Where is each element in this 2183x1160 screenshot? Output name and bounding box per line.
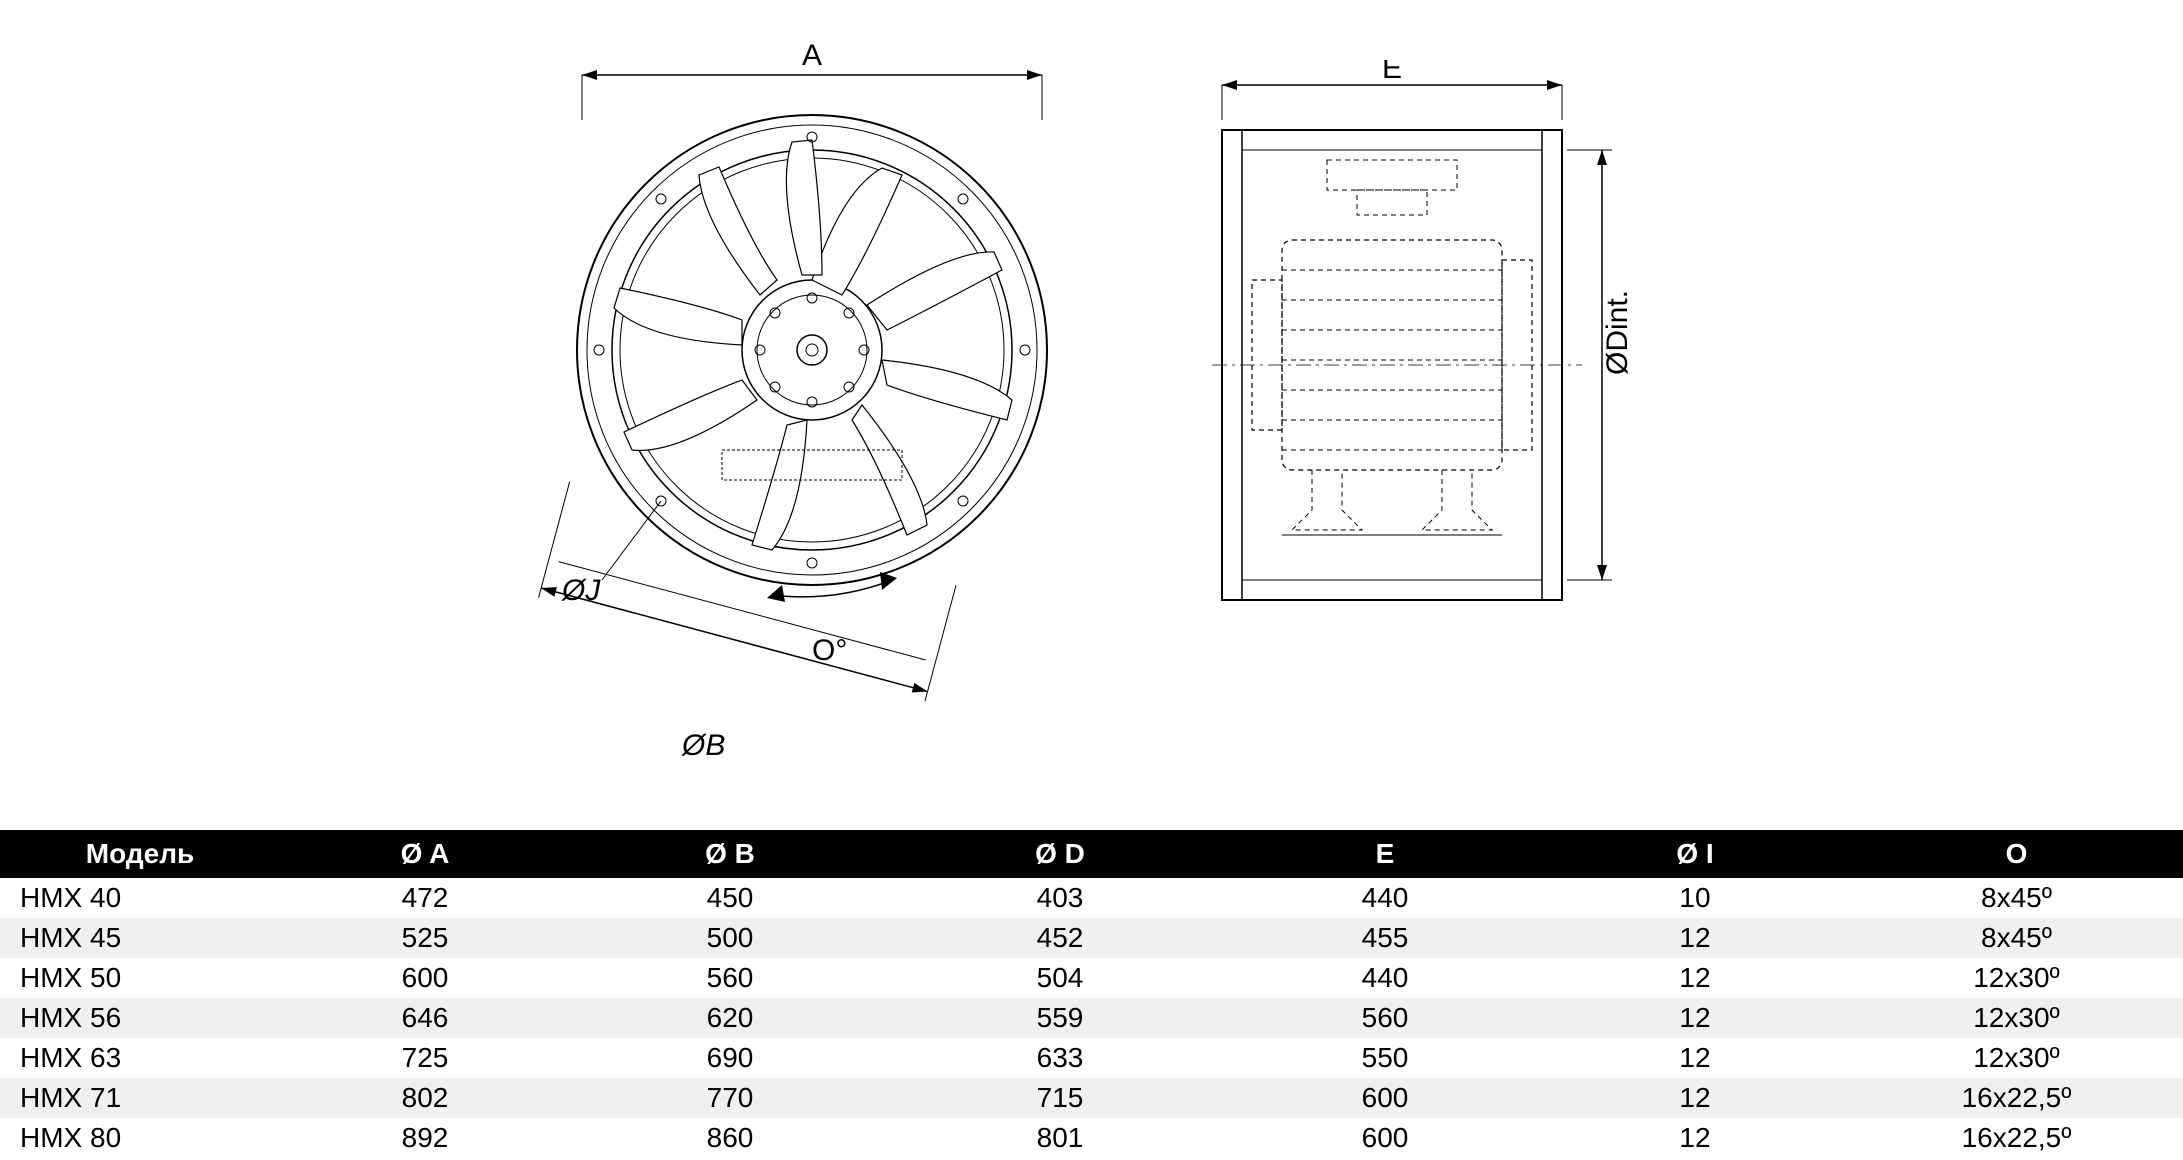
cell-i: 12 bbox=[1540, 958, 1850, 998]
cell-b: 770 bbox=[570, 1078, 890, 1118]
cell-i: 12 bbox=[1540, 1078, 1850, 1118]
cell-o: 12x30º bbox=[1850, 958, 2183, 998]
cell-o: 16x22,5º bbox=[1850, 1118, 2183, 1158]
dimensions-table: Модель Ø A Ø B Ø D E Ø I O HMX 40 472 45… bbox=[0, 830, 2183, 1158]
cell-model: HMX 50 bbox=[0, 958, 280, 998]
dim-label-phi-b: ØB bbox=[681, 729, 725, 762]
dim-label-phi-d: ØDint. bbox=[1601, 290, 1634, 375]
col-header-model: Модель bbox=[0, 830, 280, 878]
cell-e: 600 bbox=[1230, 1118, 1540, 1158]
cell-d: 452 bbox=[890, 918, 1230, 958]
front-view-svg: A bbox=[502, 20, 1122, 800]
cell-i: 12 bbox=[1540, 918, 1850, 958]
cell-d: 504 bbox=[890, 958, 1230, 998]
cell-a: 525 bbox=[280, 918, 570, 958]
cell-model: HMX 45 bbox=[0, 918, 280, 958]
cell-e: 440 bbox=[1230, 958, 1540, 998]
cell-model: HMX 71 bbox=[0, 1078, 280, 1118]
cell-b: 690 bbox=[570, 1038, 890, 1078]
cell-a: 725 bbox=[280, 1038, 570, 1078]
cell-d: 801 bbox=[890, 1118, 1230, 1158]
cell-d: 559 bbox=[890, 998, 1230, 1038]
cell-a: 802 bbox=[280, 1078, 570, 1118]
col-header-d: Ø D bbox=[890, 830, 1230, 878]
cell-a: 600 bbox=[280, 958, 570, 998]
col-header-b: Ø B bbox=[570, 830, 890, 878]
col-header-e: E bbox=[1230, 830, 1540, 878]
cell-b: 500 bbox=[570, 918, 890, 958]
cell-e: 440 bbox=[1230, 878, 1540, 918]
diagram-area: A bbox=[0, 0, 2183, 830]
table-header-row: Модель Ø A Ø B Ø D E Ø I O bbox=[0, 830, 2183, 878]
cell-a: 472 bbox=[280, 878, 570, 918]
cell-a: 646 bbox=[280, 998, 570, 1038]
cell-o: 16x22,5º bbox=[1850, 1078, 2183, 1118]
cell-o: 12x30º bbox=[1850, 998, 2183, 1038]
page-container: A bbox=[0, 0, 2183, 1158]
cell-o: 8x45º bbox=[1850, 878, 2183, 918]
cell-i: 12 bbox=[1540, 1038, 1850, 1078]
dim-label-o: O° bbox=[812, 634, 847, 667]
cell-model: HMX 63 bbox=[0, 1038, 280, 1078]
cell-b: 560 bbox=[570, 958, 890, 998]
cell-model: HMX 40 bbox=[0, 878, 280, 918]
side-view-svg: E bbox=[1182, 60, 1682, 660]
cell-i: 10 bbox=[1540, 878, 1850, 918]
table-row: HMX 80 892 860 801 600 12 16x22,5º bbox=[0, 1118, 2183, 1158]
cell-d: 403 bbox=[890, 878, 1230, 918]
col-header-a: Ø A bbox=[280, 830, 570, 878]
col-header-o: O bbox=[1850, 830, 2183, 878]
cell-d: 715 bbox=[890, 1078, 1230, 1118]
cell-i: 12 bbox=[1540, 1118, 1850, 1158]
cell-e: 600 bbox=[1230, 1078, 1540, 1118]
table-row: HMX 56 646 620 559 560 12 12x30º bbox=[0, 998, 2183, 1038]
dim-label-e: E bbox=[1382, 60, 1402, 85]
cell-b: 620 bbox=[570, 998, 890, 1038]
table-row: HMX 63 725 690 633 550 12 12x30º bbox=[0, 1038, 2183, 1078]
cell-b: 860 bbox=[570, 1118, 890, 1158]
table-row: HMX 40 472 450 403 440 10 8x45º bbox=[0, 878, 2183, 918]
cell-i: 12 bbox=[1540, 998, 1850, 1038]
table-row: HMX 71 802 770 715 600 12 16x22,5º bbox=[0, 1078, 2183, 1118]
cell-e: 455 bbox=[1230, 918, 1540, 958]
cell-e: 560 bbox=[1230, 998, 1540, 1038]
table-row: HMX 50 600 560 504 440 12 12x30º bbox=[0, 958, 2183, 998]
col-header-i: Ø I bbox=[1540, 830, 1850, 878]
cell-a: 892 bbox=[280, 1118, 570, 1158]
cell-model: HMX 56 bbox=[0, 998, 280, 1038]
cell-model: HMX 80 bbox=[0, 1118, 280, 1158]
cell-d: 633 bbox=[890, 1038, 1230, 1078]
cell-o: 12x30º bbox=[1850, 1038, 2183, 1078]
table-row: HMX 45 525 500 452 455 12 8x45º bbox=[0, 918, 2183, 958]
cell-b: 450 bbox=[570, 878, 890, 918]
cell-o: 8x45º bbox=[1850, 918, 2183, 958]
dim-label-a: A bbox=[802, 39, 822, 72]
table-body: HMX 40 472 450 403 440 10 8x45º HMX 45 5… bbox=[0, 878, 2183, 1158]
cell-e: 550 bbox=[1230, 1038, 1540, 1078]
front-view-diagram: A bbox=[502, 20, 1122, 800]
side-view-diagram: E bbox=[1182, 60, 1682, 660]
